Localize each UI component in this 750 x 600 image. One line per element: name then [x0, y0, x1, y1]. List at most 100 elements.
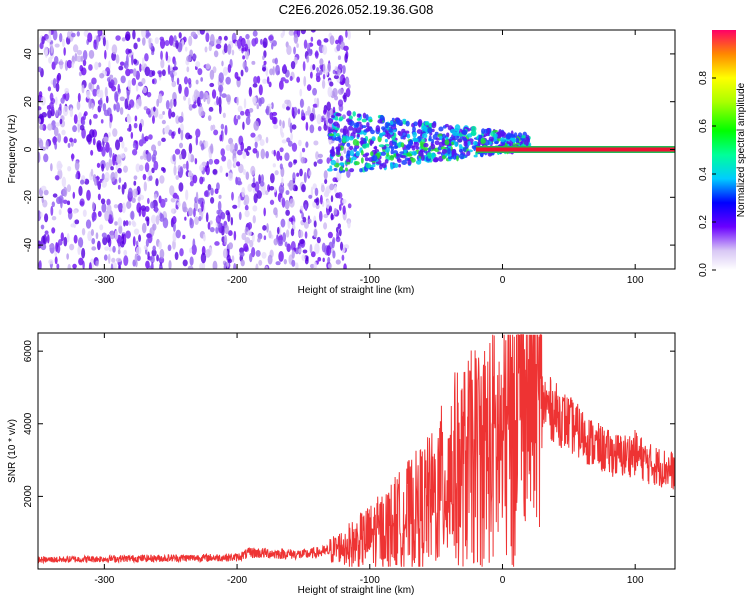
heat-cell: [83, 111, 88, 117]
heat-cell: [333, 121, 339, 127]
heat-cell: [339, 155, 344, 162]
heat-cell: [161, 137, 166, 143]
heat-cell: [275, 64, 280, 76]
heat-cell: [221, 93, 227, 98]
heat-cell: [159, 38, 166, 49]
heat-cell: [278, 250, 284, 262]
heat-cell: [146, 152, 152, 163]
heat-cell: [117, 217, 123, 227]
heat-cell: [159, 212, 163, 219]
heat-cell: [317, 153, 323, 159]
heat-cell: [91, 211, 97, 222]
heat-cell: [494, 133, 498, 138]
heat-cell: [305, 121, 309, 131]
heat-cell: [462, 137, 468, 141]
heat-cell: [172, 66, 178, 71]
heat-cell: [95, 232, 99, 240]
heat-cell: [417, 120, 423, 127]
heat-cell: [258, 84, 263, 96]
heat-cell: [296, 43, 299, 48]
heat-cell: [316, 113, 322, 125]
heat-cell: [59, 59, 64, 70]
heat-cell: [392, 129, 397, 133]
heat-cell: [322, 63, 326, 74]
heat-cell: [99, 73, 105, 79]
heat-cell: [171, 111, 176, 118]
heat-cell: [412, 126, 416, 133]
heat-cell: [246, 151, 250, 157]
heat-cell: [126, 115, 132, 124]
heat-cell: [467, 140, 471, 146]
heat-cell: [175, 175, 180, 180]
snr-x-axis: -300 -200 -100 0 100: [94, 333, 644, 586]
heat-cell: [172, 231, 177, 243]
heat-cell: [393, 153, 397, 158]
heat-cell: [356, 133, 361, 138]
heat-cell: [106, 77, 112, 83]
heat-cell: [274, 170, 279, 176]
heat-cell: [109, 113, 113, 123]
heat-cell: [240, 69, 244, 77]
heat-cell: [239, 251, 245, 257]
heat-cell: [66, 59, 73, 69]
heat-cell: [298, 229, 304, 238]
heat-cell: [349, 145, 354, 151]
heat-cell: [76, 119, 82, 127]
heat-cell: [244, 66, 249, 73]
heat-cell: [479, 153, 484, 157]
heat-cell: [80, 55, 84, 62]
heat-cell: [289, 122, 293, 134]
heat-cell: [195, 135, 198, 146]
heat-cell: [441, 148, 448, 154]
heat-cell: [210, 197, 215, 204]
heat-cell: [273, 207, 278, 216]
heat-cell: [51, 201, 55, 208]
heat-cell: [279, 163, 283, 170]
heat-cell: [327, 263, 333, 269]
heat-cell: [272, 65, 275, 76]
heat-cell: [407, 159, 412, 166]
heat-cell: [332, 177, 337, 183]
heat-cell: [225, 144, 231, 152]
heat-cell: [405, 143, 411, 151]
spectrogram-x-label: Height of straight line (km): [298, 285, 415, 296]
heat-cell: [174, 251, 179, 261]
heat-cell: [132, 68, 137, 77]
heat-cell: [110, 166, 114, 171]
heat-cell: [434, 131, 439, 136]
heat-cell: [288, 217, 294, 222]
heat-cell: [312, 63, 316, 71]
heat-cell: [189, 49, 194, 57]
heat-cell: [207, 221, 211, 230]
heat-cell: [54, 43, 60, 48]
heat-cell: [337, 99, 344, 107]
heat-cell: [40, 185, 47, 191]
heat-cell: [117, 249, 121, 255]
heat-cell: [178, 182, 184, 192]
heat-cell: [413, 141, 419, 148]
heat-cell: [160, 50, 163, 61]
heat-cell: [55, 96, 58, 106]
heat-cell: [285, 190, 290, 196]
heat-cell: [165, 51, 169, 62]
heat-cell: [113, 103, 117, 111]
heat-cell: [156, 254, 159, 262]
heat-cell: [66, 233, 70, 243]
heat-cell: [206, 95, 211, 105]
heat-cell: [54, 256, 58, 265]
heat-cell: [337, 191, 343, 199]
heat-cell: [384, 138, 388, 143]
heat-cell: [245, 33, 250, 40]
heat-cell: [238, 211, 242, 221]
snr-panel: -300 -200 -100 0 100 6000 4000 2000 Height of …: [7, 332, 676, 596]
heat-cell: [293, 33, 299, 44]
heat-cell: [452, 154, 457, 160]
heat-cell: [323, 38, 329, 43]
heat-cell: [315, 197, 320, 206]
heat-cell: [67, 165, 72, 172]
heat-cell: [241, 232, 247, 241]
heat-cell: [249, 239, 254, 248]
heat-cell: [104, 86, 108, 98]
heat-cell: [337, 63, 343, 70]
heat-cell: [338, 228, 342, 237]
